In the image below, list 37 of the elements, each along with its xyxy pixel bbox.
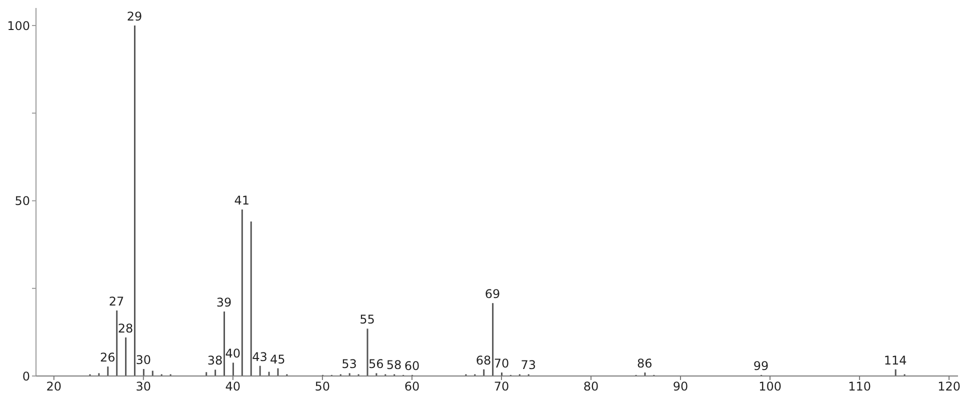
annotation: 38 xyxy=(207,354,223,368)
annotation: 28 xyxy=(118,321,134,336)
annotation: 30 xyxy=(136,352,152,367)
annotation: 26 xyxy=(100,350,116,365)
annotation: 86 xyxy=(637,356,652,370)
annotation: 73 xyxy=(520,358,536,372)
annotation: 99 xyxy=(753,358,769,373)
y-tick-label: 100 xyxy=(7,18,30,33)
x-tick-label: 20 xyxy=(46,380,62,394)
annotation: 58 xyxy=(386,358,402,372)
y-tick-label: 0 xyxy=(22,369,30,384)
annotation: 70 xyxy=(494,356,510,370)
annotation: 39 xyxy=(216,296,232,310)
x-tick-label: 60 xyxy=(404,380,420,394)
y-tick-label: 50 xyxy=(14,194,30,208)
x-tick-label: 100 xyxy=(758,380,782,394)
x-tick-label: 40 xyxy=(225,380,241,394)
annotation: 60 xyxy=(404,358,420,373)
x-tick-label: 80 xyxy=(583,380,599,394)
annotation: 41 xyxy=(234,194,250,208)
annotation: 27 xyxy=(108,294,124,308)
annotation: 29 xyxy=(126,10,142,24)
annotation: 43 xyxy=(252,350,268,364)
annotation: 55 xyxy=(360,312,375,327)
x-tick-label: 120 xyxy=(938,380,960,394)
x-tick-label: 110 xyxy=(848,380,871,394)
annotation: 68 xyxy=(476,353,492,368)
x-tick-label: 50 xyxy=(314,380,330,394)
annotation: 40 xyxy=(225,346,241,361)
annotation: 114 xyxy=(884,353,907,368)
annotation: 45 xyxy=(270,352,286,366)
annotation: 56 xyxy=(368,357,384,372)
x-tick-label: 90 xyxy=(672,380,688,394)
x-tick-label: 30 xyxy=(136,380,152,394)
annotation: 69 xyxy=(484,287,500,302)
annotation: 53 xyxy=(342,357,357,372)
x-tick-label: 70 xyxy=(494,380,510,394)
